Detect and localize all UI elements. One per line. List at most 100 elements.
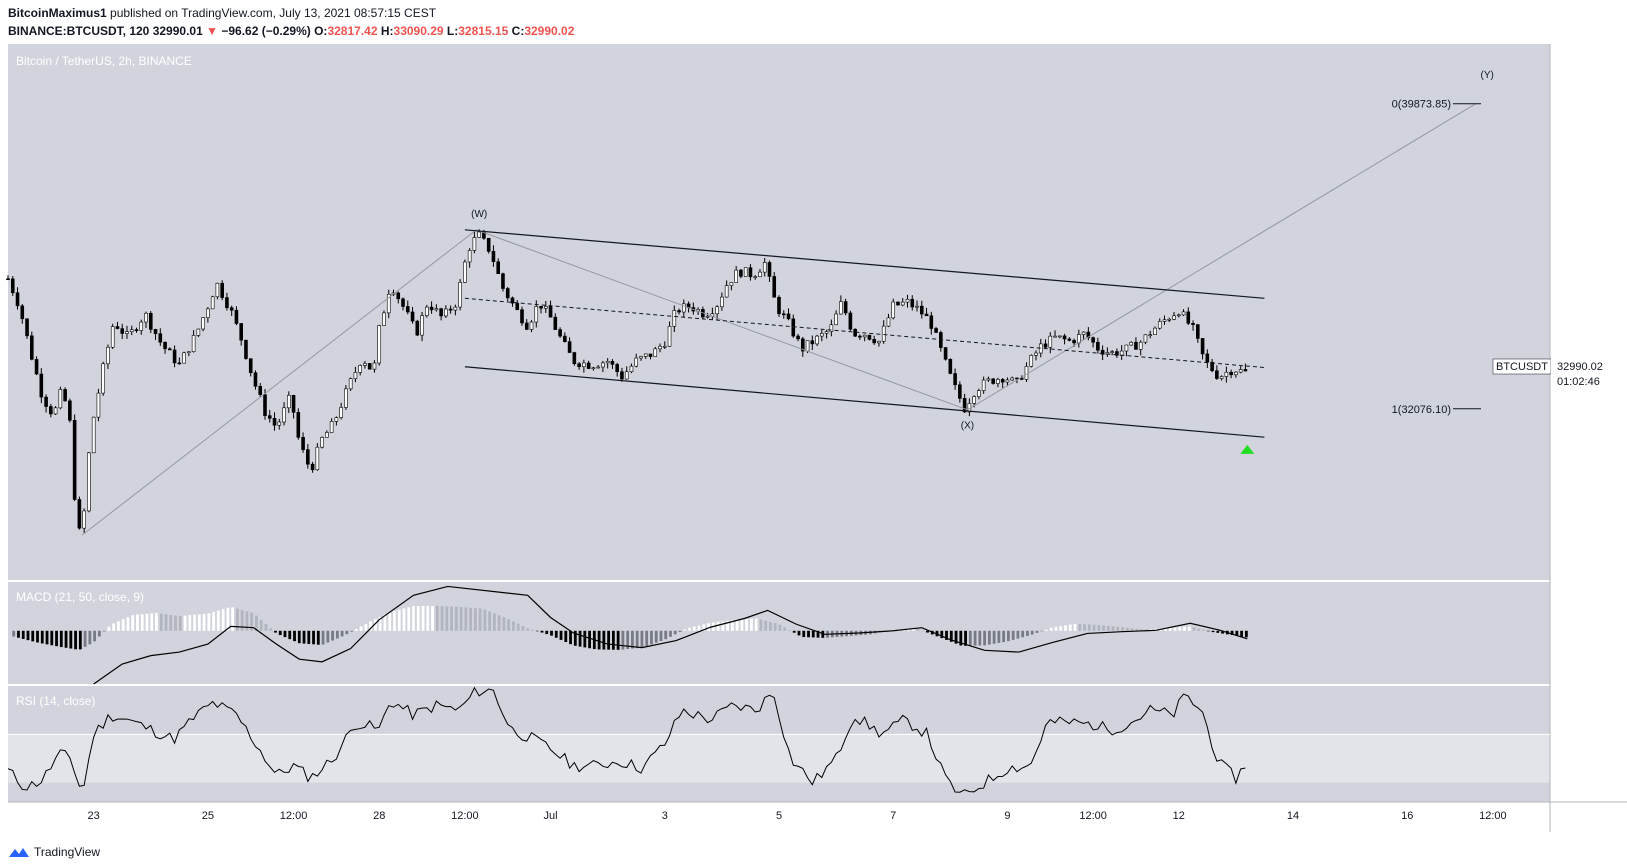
macd-histogram-bar (412, 605, 415, 631)
author-name[interactable]: BitcoinMaximus1 (8, 6, 107, 20)
candle-body (1243, 369, 1248, 372)
candle-body (344, 388, 348, 408)
macd-histogram-bar (1178, 627, 1182, 631)
macd-histogram-bar (407, 607, 411, 631)
macd-histogram-bar (964, 630, 967, 646)
macd-histogram-bar (1011, 630, 1015, 640)
candle-body (277, 421, 282, 426)
candle-body (705, 315, 710, 318)
candle-body (405, 306, 410, 313)
candle-body (91, 416, 96, 454)
last-price-value: 32990.02 (1557, 361, 1603, 373)
macd-histogram-bar (512, 621, 515, 631)
macd-histogram-bar (402, 608, 406, 631)
macd-histogram-bar (1244, 630, 1248, 638)
candle-body (1153, 327, 1157, 335)
price-tick-label: 38000.00 (1558, 172, 1604, 184)
candle-body (843, 301, 848, 314)
macd-histogram-bar (1121, 627, 1125, 631)
macd-histogram-bar (1192, 627, 1196, 631)
macd-histogram-bar (783, 627, 787, 631)
macd-histogram-bar (954, 630, 958, 644)
high-value: 33090.29 (393, 24, 444, 38)
macd-histogram-bar (259, 619, 263, 631)
macd-histogram-bar (431, 605, 434, 631)
candle-body (239, 323, 244, 341)
candle-body (1176, 314, 1181, 317)
candle-body (720, 296, 724, 308)
macd-tick-label: 0.00 (1558, 626, 1579, 638)
price-plot: (W) (X) (Y) 0(39873.85) 1(32076.10) (6, 70, 1494, 536)
macd-histogram-bar (773, 623, 777, 631)
macd-histogram-bar (1054, 626, 1058, 631)
candle-body (444, 308, 448, 317)
macd-histogram-bar (283, 630, 287, 638)
rsi-pane-title: RSI (14, close) (16, 694, 95, 708)
axes: 28000.00 29000.00 30000.00 31000.00 32000.00… (88, 94, 1604, 822)
macd-histogram-bar (1221, 630, 1224, 634)
candle-body (163, 341, 167, 350)
macd-histogram-bar (778, 624, 782, 631)
candle-body (168, 348, 172, 351)
macd-histogram-bar (811, 630, 815, 638)
macd-histogram-bar (816, 630, 820, 638)
candle-body (229, 307, 234, 311)
macd-histogram-bar (488, 611, 492, 631)
macd-histogram-bar (540, 630, 544, 633)
candle-body (629, 365, 634, 373)
footer-brand[interactable]: TradingView (34, 845, 101, 859)
macd-histogram-bar (78, 630, 82, 650)
macd-histogram-bar (31, 630, 35, 642)
macd-histogram-bar (340, 630, 344, 637)
macd-histogram-bar (293, 630, 296, 642)
candle-body (919, 305, 924, 315)
candle-body (34, 359, 39, 375)
candle-body (196, 328, 201, 336)
macd-histogram-bar (478, 608, 482, 631)
macd-pane-bg (8, 582, 1550, 684)
macd-histogram-bar (664, 630, 668, 640)
footer: TradingView (8, 842, 100, 862)
macd-histogram-bar (683, 629, 687, 631)
candle-body (910, 298, 915, 308)
candle-body (977, 390, 981, 397)
macd-histogram-bar (992, 630, 996, 644)
macd-histogram-bar (1064, 625, 1067, 631)
macd-histogram-bar (312, 630, 315, 645)
candle-body (724, 285, 729, 298)
candle-body (515, 302, 520, 311)
macd-histogram-bar (1206, 630, 1210, 632)
macd-histogram-bar (1002, 630, 1006, 643)
candle-body (1019, 377, 1024, 380)
candle-body (1138, 341, 1143, 350)
candle-body (534, 306, 539, 323)
candle-body (1048, 335, 1053, 348)
candle-body (805, 340, 810, 352)
macd-histogram-bar (459, 606, 463, 631)
candle-body (753, 276, 758, 279)
macd-histogram-bar (1049, 627, 1053, 631)
candle-body (396, 292, 401, 300)
candle-body (962, 398, 967, 413)
candle-body (72, 419, 77, 500)
macd-histogram-bar (359, 626, 363, 631)
open-value: 32817.42 (327, 24, 378, 38)
macd-histogram-bar (21, 630, 25, 639)
macd-histogram-bar (792, 630, 796, 633)
time-tick-label: 23 (88, 810, 100, 822)
macd-histogram-bar (1068, 624, 1072, 631)
time-tick-label: 12:00 (1079, 810, 1107, 822)
candle-body (139, 321, 144, 331)
candle-body (106, 346, 110, 365)
open-label: O: (314, 24, 328, 38)
macd-histogram-bar (607, 630, 611, 650)
macd-histogram-bar (1168, 627, 1172, 631)
tradingview-logo-icon[interactable] (8, 845, 30, 859)
macd-histogram-bar (769, 621, 772, 631)
candle-body (96, 392, 101, 418)
candle-body (924, 313, 929, 317)
candle-body (244, 339, 248, 359)
candle-body (1091, 337, 1095, 343)
macd-histogram-bar (378, 617, 382, 631)
